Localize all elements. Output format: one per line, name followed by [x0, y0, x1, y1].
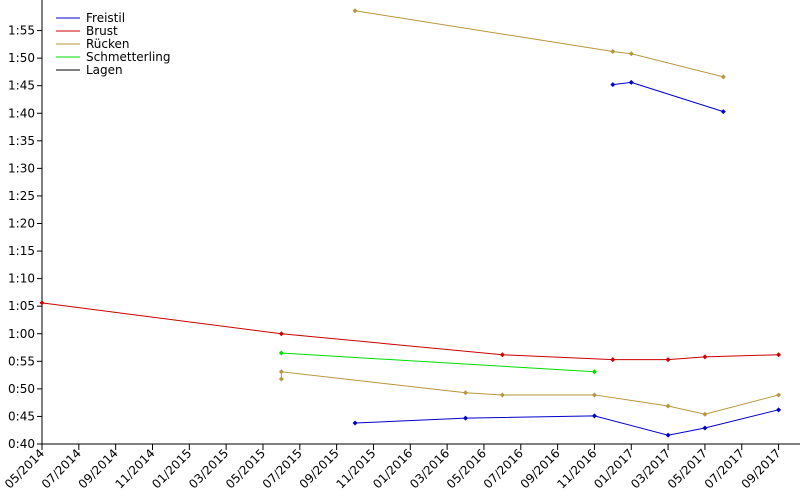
- x-tick-label: 05/2015: [223, 446, 268, 491]
- point-marker: [610, 49, 616, 55]
- point-marker: [702, 354, 708, 360]
- series-line: [281, 352, 595, 373]
- x-tick-label: 05/2014: [2, 446, 47, 491]
- series-line: [41, 302, 779, 361]
- y-tick-label: 0:50: [8, 382, 35, 396]
- point-marker: [665, 403, 671, 409]
- legend-label: Rücken: [86, 37, 130, 51]
- x-tick-label: 03/2015: [186, 446, 231, 491]
- series-line: [280, 10, 779, 415]
- point-marker: [278, 350, 284, 356]
- point-marker: [610, 357, 616, 363]
- y-tick-label: 1:25: [8, 189, 35, 203]
- point-marker: [278, 376, 284, 382]
- x-tick-label: 11/2015: [333, 446, 378, 491]
- x-tick-label: 11/2014: [112, 446, 157, 491]
- x-tick-label: 07/2017: [702, 446, 747, 491]
- point-marker: [591, 413, 597, 419]
- y-tick-label: 0:40: [8, 437, 35, 451]
- legend-label: Schmetterling: [86, 50, 171, 64]
- x-tick-label: 11/2016: [554, 446, 599, 491]
- point-marker: [776, 352, 782, 358]
- x-tick-label: 07/2014: [39, 446, 84, 491]
- x-tick-label: 01/2015: [149, 446, 194, 491]
- point-marker: [463, 390, 469, 396]
- x-tick-label: 09/2017: [739, 446, 784, 491]
- x-tick-label: 03/2017: [628, 446, 673, 491]
- point-marker: [720, 109, 726, 115]
- point-marker: [39, 300, 45, 306]
- y-tick-label: 1:00: [8, 327, 35, 341]
- y-tick-label: 0:45: [8, 409, 35, 423]
- x-tick-label: 03/2016: [407, 446, 452, 491]
- point-marker: [720, 74, 726, 80]
- point-marker: [278, 369, 284, 375]
- x-tick-label: 09/2015: [297, 446, 342, 491]
- x-tick-label: 09/2014: [76, 446, 121, 491]
- x-tick-label: 01/2016: [370, 446, 415, 491]
- y-tick-label: 1:55: [8, 24, 35, 38]
- y-tick-label: 1:30: [8, 161, 35, 175]
- x-tick-label: 07/2015: [260, 446, 305, 491]
- point-marker: [628, 79, 634, 85]
- point-marker: [499, 392, 505, 398]
- x-tick-label: 09/2016: [518, 446, 563, 491]
- legend-label: Freistil: [86, 11, 125, 25]
- y-tick-label: 1:20: [8, 217, 35, 231]
- point-marker: [610, 82, 616, 88]
- point-marker: [591, 392, 597, 398]
- x-tick-label: 05/2016: [444, 446, 489, 491]
- series-line: [355, 81, 779, 436]
- point-marker: [665, 357, 671, 363]
- x-tick-label: 05/2017: [665, 446, 710, 491]
- point-marker: [352, 420, 358, 426]
- point-marker: [776, 407, 782, 413]
- point-marker: [352, 8, 358, 14]
- y-tick-label: 1:40: [8, 106, 35, 120]
- y-tick-label: 1:15: [8, 244, 35, 258]
- legend-label: Lagen: [86, 63, 123, 77]
- y-tick-label: 1:10: [8, 272, 35, 286]
- y-tick-label: 1:05: [8, 299, 35, 313]
- y-tick-label: 1:45: [8, 79, 35, 93]
- y-tick-label: 1:50: [8, 51, 35, 65]
- point-marker: [591, 369, 597, 375]
- point-marker: [628, 51, 634, 57]
- x-tick-label: 01/2017: [591, 446, 636, 491]
- point-marker: [702, 425, 708, 431]
- x-tick-label: 07/2016: [481, 446, 526, 491]
- legend-label: Brust: [86, 24, 118, 38]
- point-marker: [702, 411, 708, 417]
- point-marker: [776, 392, 782, 398]
- point-marker: [463, 415, 469, 421]
- point-marker: [278, 331, 284, 337]
- point-marker: [665, 432, 671, 438]
- y-tick-label: 0:55: [8, 354, 35, 368]
- point-marker: [499, 352, 505, 358]
- y-tick-label: 1:35: [8, 134, 35, 148]
